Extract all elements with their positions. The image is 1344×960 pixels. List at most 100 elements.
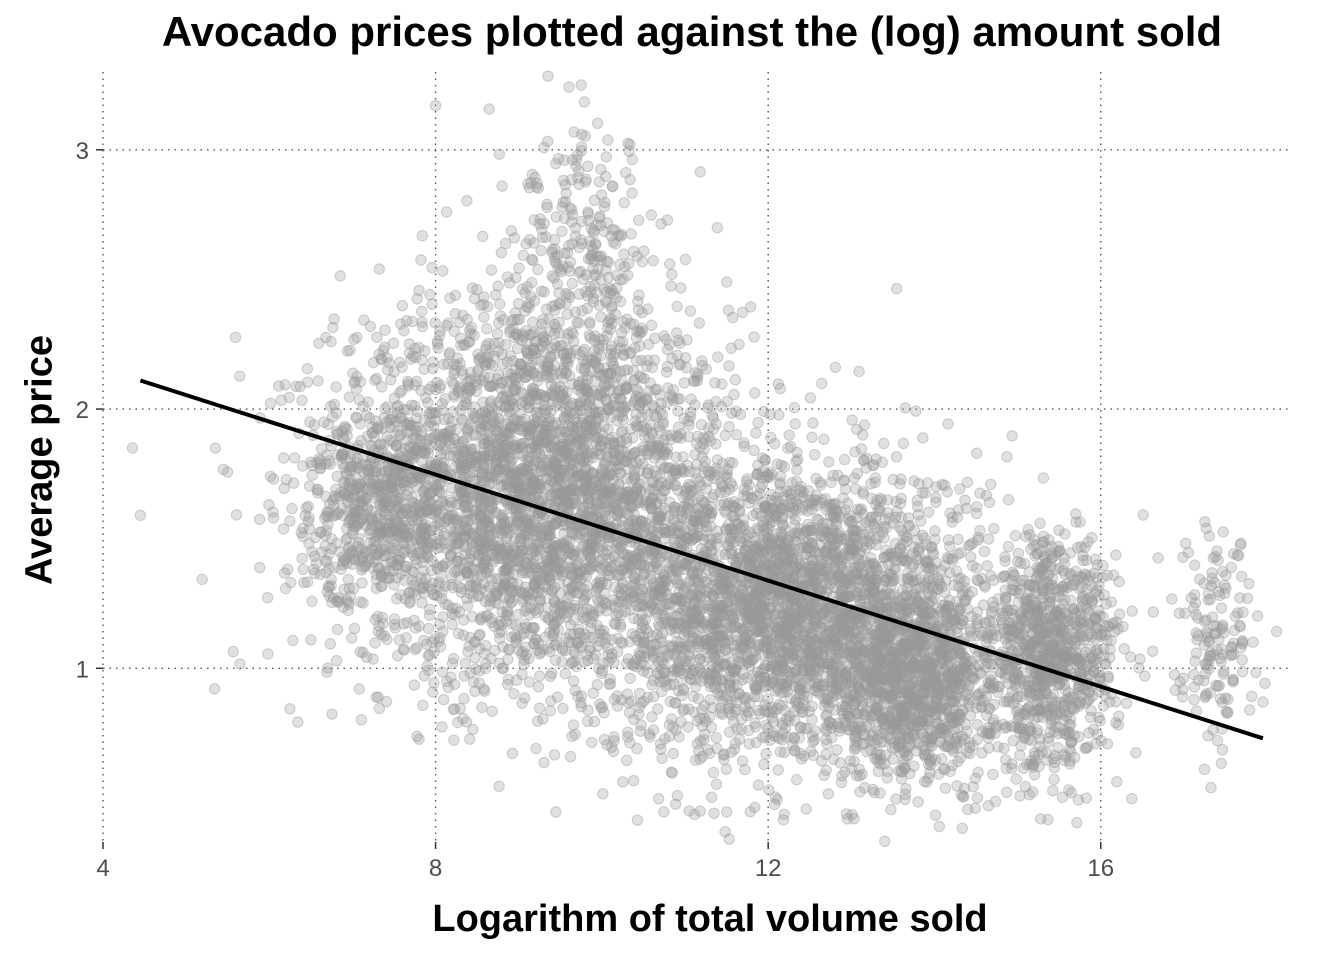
data-point <box>518 658 530 671</box>
data-point <box>749 387 761 399</box>
data-point <box>564 433 576 445</box>
data-point <box>818 433 830 445</box>
data-point <box>423 603 436 615</box>
data-point <box>484 599 496 611</box>
data-point <box>822 788 835 800</box>
data-point <box>417 699 429 711</box>
data-point <box>521 484 533 497</box>
data-point <box>857 429 869 441</box>
data-point <box>671 327 683 339</box>
data-point <box>396 300 408 312</box>
data-point <box>693 317 705 329</box>
data-point <box>501 604 514 617</box>
data-point <box>229 331 242 343</box>
data-point <box>424 288 436 301</box>
data-point <box>500 532 513 544</box>
data-point <box>411 523 423 535</box>
data-point <box>565 636 578 649</box>
data-point <box>597 435 610 448</box>
data-point <box>584 542 597 555</box>
data-point <box>442 412 455 424</box>
data-point <box>439 598 451 610</box>
data-point <box>666 352 678 365</box>
data-point <box>519 605 531 617</box>
data-point <box>524 561 536 573</box>
data-point <box>537 643 550 655</box>
data-point <box>551 341 563 354</box>
data-point <box>544 627 556 639</box>
data-point <box>550 806 562 818</box>
data-point <box>721 276 733 288</box>
data-point <box>602 642 615 655</box>
data-point <box>752 416 764 429</box>
data-point <box>430 383 442 396</box>
data-point <box>513 486 525 498</box>
data-point <box>501 523 513 535</box>
data-point <box>326 708 338 720</box>
data-point <box>339 488 351 500</box>
data-point <box>806 554 818 566</box>
data-point <box>467 580 479 593</box>
data-point <box>594 350 607 362</box>
data-point <box>942 418 954 430</box>
data-point <box>696 451 708 463</box>
data-point <box>527 483 540 496</box>
data-point <box>480 343 492 356</box>
data-point <box>560 632 572 644</box>
data-point <box>536 370 548 382</box>
data-point <box>524 471 537 484</box>
data-point <box>401 489 413 501</box>
data-point <box>279 379 291 391</box>
data-point <box>448 433 460 445</box>
data-point <box>230 509 243 521</box>
data-point <box>592 406 605 418</box>
data-point <box>331 623 344 636</box>
data-point <box>557 441 569 453</box>
data-point <box>437 265 449 277</box>
data-point <box>227 645 239 658</box>
data-point <box>532 681 545 693</box>
data-point <box>549 381 562 394</box>
data-point <box>591 388 603 401</box>
data-point <box>380 695 393 708</box>
data-point <box>729 374 741 386</box>
data-point <box>502 564 514 577</box>
data-point <box>560 367 573 380</box>
data-point <box>446 618 459 631</box>
data-point <box>952 533 964 545</box>
data-point <box>486 705 498 717</box>
data-point <box>409 342 421 355</box>
data-point <box>545 695 557 707</box>
data-point <box>734 408 747 421</box>
data-point <box>411 730 423 742</box>
data-point <box>891 282 903 295</box>
data-point <box>711 222 724 234</box>
data-point <box>517 593 529 605</box>
data-point <box>479 662 492 675</box>
data-point <box>660 333 672 346</box>
data-point <box>446 482 458 494</box>
data-point <box>273 380 285 392</box>
data-point <box>418 587 430 599</box>
data-point <box>516 567 529 579</box>
data-point <box>651 383 663 395</box>
data-point <box>569 728 581 741</box>
data-point <box>561 501 573 513</box>
data-point <box>727 311 739 324</box>
data-point <box>493 657 505 669</box>
data-point <box>530 401 543 414</box>
data-point <box>666 268 678 281</box>
data-point <box>648 690 660 703</box>
data-point <box>497 390 509 402</box>
data-point <box>485 429 497 442</box>
data-point <box>348 622 361 635</box>
data-point <box>661 366 673 378</box>
data-point <box>981 560 993 572</box>
data-point <box>386 556 399 568</box>
data-point <box>910 405 922 417</box>
data-point <box>716 378 728 390</box>
data-point <box>470 581 482 593</box>
data-point <box>783 429 795 441</box>
data-point <box>292 716 304 728</box>
data-point <box>440 206 453 218</box>
